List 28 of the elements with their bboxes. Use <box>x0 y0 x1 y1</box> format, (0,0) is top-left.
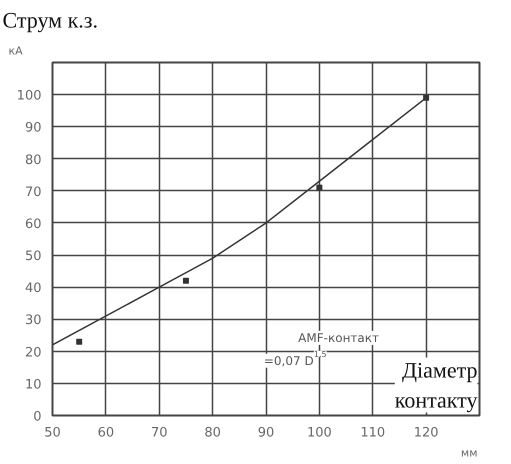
y-tick-label: 20 <box>24 345 42 360</box>
y-tick-label: 0 <box>33 410 42 424</box>
y-tick-label: 90 <box>24 120 42 136</box>
y-axis-title: кА <box>8 44 24 58</box>
y-tick-label: 10 <box>24 377 42 392</box>
chart-title: Струм к.з. <box>2 8 98 32</box>
y-tick-label: 80 <box>24 152 42 168</box>
x-axis-title: Діаметр контакту <box>394 358 478 412</box>
x-tick-label: 60 <box>98 426 114 440</box>
point <box>76 338 82 345</box>
x-tick-label: 80 <box>204 426 221 440</box>
y-tick-label: 50 <box>24 249 42 264</box>
y-tick-label: 60 <box>24 216 42 232</box>
x-tick-label: 110 <box>360 426 386 440</box>
y-tick-label: 40 <box>24 281 42 296</box>
y-tick-label: 100 <box>16 88 42 104</box>
y-tick-label: 70 <box>24 184 42 200</box>
point <box>423 94 430 101</box>
x-tick-label: 120 <box>414 426 439 440</box>
y-tick-label: 30 <box>24 313 42 328</box>
x-tick-label: 90 <box>258 426 274 440</box>
x-tick-label: 70 <box>150 426 168 440</box>
point <box>182 278 189 284</box>
point <box>316 184 322 191</box>
x-tick-label: 50 <box>44 426 61 440</box>
x-tick-label: 100 <box>306 426 332 440</box>
text: мм <box>460 446 478 460</box>
annotation: AMF-контакт <box>298 330 380 345</box>
